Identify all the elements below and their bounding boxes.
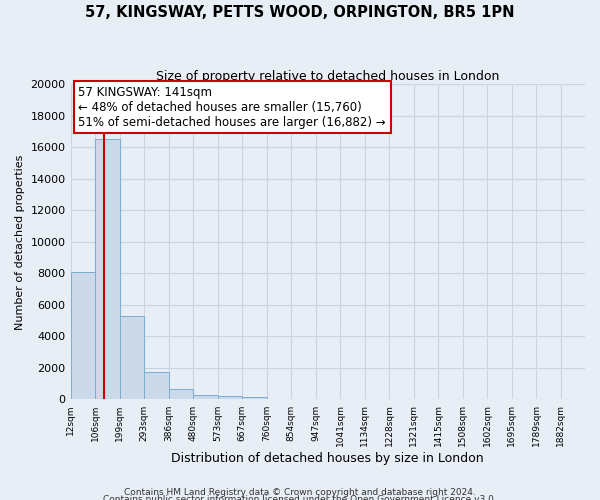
Y-axis label: Number of detached properties: Number of detached properties	[15, 154, 25, 330]
X-axis label: Distribution of detached houses by size in London: Distribution of detached houses by size …	[172, 452, 484, 465]
Bar	[95, 140, 119, 400]
Title: Size of property relative to detached houses in London: Size of property relative to detached ho…	[156, 70, 499, 83]
Text: Contains HM Land Registry data © Crown copyright and database right 2024.: Contains HM Land Registry data © Crown c…	[124, 488, 476, 497]
Text: Contains public sector information licensed under the Open Government Licence v3: Contains public sector information licen…	[103, 496, 497, 500]
Bar	[193, 395, 218, 400]
Bar	[218, 396, 242, 400]
Text: 57, KINGSWAY, PETTS WOOD, ORPINGTON, BR5 1PN: 57, KINGSWAY, PETTS WOOD, ORPINGTON, BR5…	[85, 5, 515, 20]
Text: 57 KINGSWAY: 141sqm
← 48% of detached houses are smaller (15,760)
51% of semi-de: 57 KINGSWAY: 141sqm ← 48% of detached ho…	[78, 86, 386, 128]
Bar	[71, 272, 95, 400]
Bar	[242, 397, 266, 400]
Bar	[144, 372, 169, 400]
Bar	[169, 388, 193, 400]
Bar	[119, 316, 144, 400]
